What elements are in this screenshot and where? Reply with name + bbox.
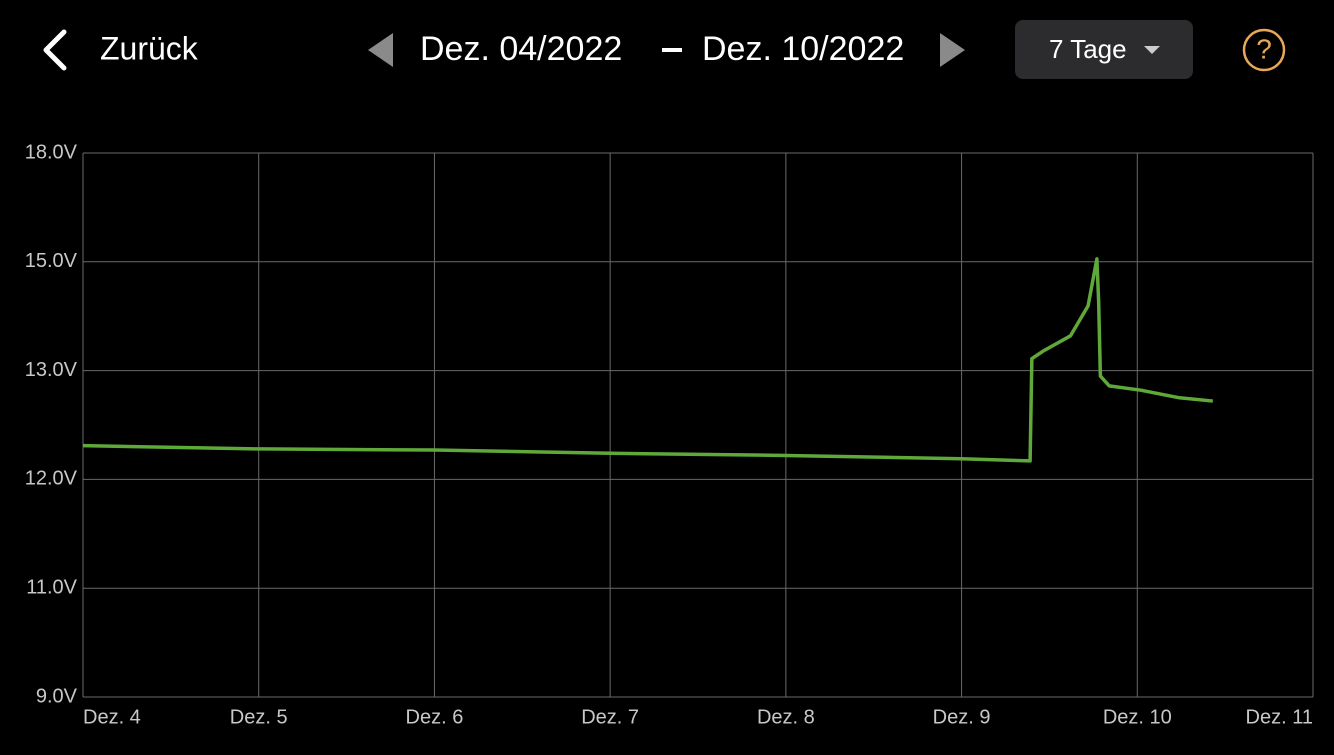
range-dropdown[interactable]: 7 Tage xyxy=(1015,20,1193,79)
date-to: Dez. 10/2022 xyxy=(702,30,904,68)
y-tick-label: 9.0V xyxy=(36,685,78,707)
date-from: Dez. 04/2022 xyxy=(420,30,622,68)
help-circle xyxy=(1242,28,1286,72)
back-button[interactable]: Zurück xyxy=(43,29,199,71)
back-label: Zurück xyxy=(100,30,199,66)
x-tick-label: Dez. 7 xyxy=(581,706,639,728)
x-tick-label: Dez. 10 xyxy=(1103,706,1172,728)
x-tick-label: Dez. 5 xyxy=(230,706,288,728)
x-tick-label: Dez. 8 xyxy=(757,706,815,728)
back-chevron xyxy=(43,29,67,71)
y-tick-label: 12.0V xyxy=(25,468,78,490)
help-icon: ? xyxy=(1256,33,1272,64)
y-tick-label: 13.0V xyxy=(25,359,78,381)
y-tick-label: 18.0V xyxy=(25,141,78,163)
help-button[interactable]: ? xyxy=(1242,28,1286,72)
x-tick-label: Dez. 6 xyxy=(406,706,464,728)
chart: 9.0V 11.0V 12.0V 13.0V 15.0V 18.0V Dez. 4 Dez. … xyxy=(25,141,1314,728)
y-tick-label: 11.0V xyxy=(26,576,77,598)
dropdown-caret xyxy=(1144,46,1160,54)
prev-button[interactable] xyxy=(368,33,393,67)
x-tick-label: Dez. 9 xyxy=(933,706,991,728)
dropdown-label: 7 Tage xyxy=(1049,34,1127,64)
next-button[interactable] xyxy=(940,33,965,67)
y-tick-label: 15.0V xyxy=(25,250,78,272)
dropdown-box xyxy=(1015,20,1193,79)
date-separator xyxy=(662,48,682,52)
x-tick-label: Dez. 4 xyxy=(83,706,141,728)
data-line xyxy=(82,257,1214,463)
x-tick-label: Dez. 11 xyxy=(1246,706,1313,728)
